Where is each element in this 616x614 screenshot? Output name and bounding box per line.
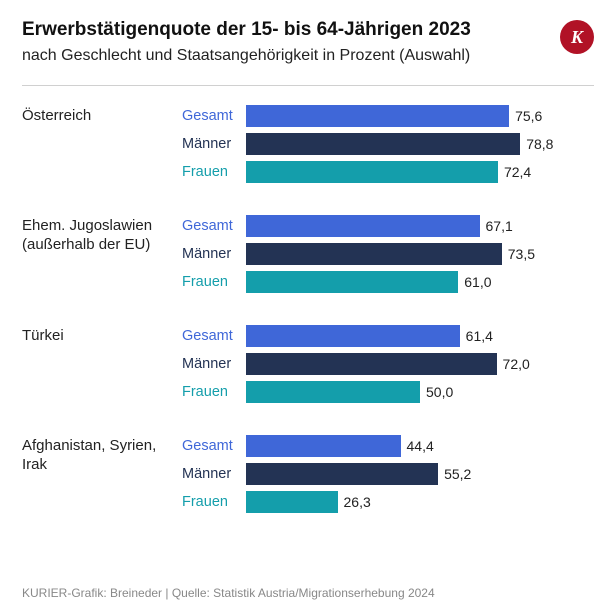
bar-value: 72,4 <box>504 161 531 183</box>
series-label: Frauen <box>182 164 246 180</box>
bar-value: 73,5 <box>508 243 535 265</box>
group-bars: Gesamt 44,4 Männer 55,2 Frauen 26,3 <box>182 434 594 518</box>
bar-track: 73,5 <box>246 243 594 265</box>
bar-row: Gesamt 61,4 <box>182 324 594 348</box>
bar-track: 72,4 <box>246 161 594 183</box>
bar <box>246 353 497 375</box>
chart-title: Erwerbstätigenquote der 15- bis 64-Jähri… <box>22 18 594 42</box>
bar <box>246 491 338 513</box>
bar-value: 26,3 <box>344 491 371 513</box>
series-label: Männer <box>182 356 246 372</box>
chart-group: Afghanistan, Syrien, IrakGesamt 44,4 Männe… <box>22 434 594 518</box>
series-label: Gesamt <box>182 328 246 344</box>
series-label: Frauen <box>182 384 246 400</box>
bar <box>246 381 420 403</box>
bar-value: 61,0 <box>464 271 491 293</box>
series-label: Gesamt <box>182 218 246 234</box>
bar-track: 26,3 <box>246 491 594 513</box>
series-label: Männer <box>182 246 246 262</box>
chart-source-footer: KURIER-Grafik: Breineder | Quelle: Stati… <box>22 586 435 600</box>
group-label: Österreich <box>22 104 182 188</box>
bar-row: Frauen 61,0 <box>182 270 594 294</box>
bar <box>246 243 502 265</box>
bar-row: Männer 73,5 <box>182 242 594 266</box>
bar <box>246 463 438 485</box>
bar-track: 50,0 <box>246 381 594 403</box>
bar-row: Frauen 72,4 <box>182 160 594 184</box>
series-label: Gesamt <box>182 438 246 454</box>
bar-track: 61,0 <box>246 271 594 293</box>
bar <box>246 105 509 127</box>
bar-row: Gesamt 75,6 <box>182 104 594 128</box>
bar-value: 78,8 <box>526 133 553 155</box>
bar <box>246 435 401 457</box>
bar-row: Gesamt 44,4 <box>182 434 594 458</box>
group-label: Afghanistan, Syrien, Irak <box>22 434 182 518</box>
header-divider <box>22 85 594 86</box>
bar-value: 44,4 <box>407 435 434 457</box>
bar-row: Männer 78,8 <box>182 132 594 156</box>
bar <box>246 271 458 293</box>
bar-track: 72,0 <box>246 353 594 375</box>
bar-value: 75,6 <box>515 105 542 127</box>
bar-value: 67,1 <box>486 215 513 237</box>
chart-group: Ehem. Jugoslawien (außerhalb der EU)Gesa… <box>22 214 594 298</box>
bar-row: Männer 55,2 <box>182 462 594 486</box>
bar-row: Frauen 26,3 <box>182 490 594 514</box>
bar <box>246 133 520 155</box>
group-bars: Gesamt 61,4 Männer 72,0 Frauen 50,0 <box>182 324 594 408</box>
chart-group: ÖsterreichGesamt 75,6 Männer 78,8 Frauen 72,4 <box>22 104 594 188</box>
chart-subtitle: nach Geschlecht und Staatsangehörigkeit … <box>22 46 594 67</box>
bar-track: 44,4 <box>246 435 594 457</box>
bar <box>246 161 498 183</box>
employment-rate-bar-chart: ÖsterreichGesamt75,6Männer78,8Frauen72,4… <box>22 104 594 518</box>
bar-row: Gesamt 67,1 <box>182 214 594 238</box>
series-label: Frauen <box>182 274 246 290</box>
series-label: Männer <box>182 136 246 152</box>
group-label: Ehem. Jugoslawien (außerhalb der EU) <box>22 214 182 298</box>
group-bars: Gesamt 67,1 Männer 73,5 Frauen 61,0 <box>182 214 594 298</box>
chart-group: TürkeiGesamt 61,4 Männer 72,0 Frauen 50,0 <box>22 324 594 408</box>
bar-row: Frauen 50,0 <box>182 380 594 404</box>
bar-track: 75,6 <box>246 105 594 127</box>
bar-track: 78,8 <box>246 133 594 155</box>
chart-header: Erwerbstätigenquote der 15- bis 64-Jähri… <box>22 18 594 67</box>
bar-track: 67,1 <box>246 215 594 237</box>
bar-value: 72,0 <box>503 353 530 375</box>
bar <box>246 215 480 237</box>
bar-value: 50,0 <box>426 381 453 403</box>
bar-value: 55,2 <box>444 463 471 485</box>
bar-value: 61,4 <box>466 325 493 347</box>
series-label: Gesamt <box>182 108 246 124</box>
series-label: Frauen <box>182 494 246 510</box>
publisher-logo: K <box>560 20 594 54</box>
group-bars: Gesamt 75,6 Männer 78,8 Frauen 72,4 <box>182 104 594 188</box>
bar-track: 55,2 <box>246 463 594 485</box>
group-label: Türkei <box>22 324 182 408</box>
bar-row: Männer 72,0 <box>182 352 594 376</box>
series-label: Männer <box>182 466 246 482</box>
bar-track: 61,4 <box>246 325 594 347</box>
bar <box>246 325 460 347</box>
